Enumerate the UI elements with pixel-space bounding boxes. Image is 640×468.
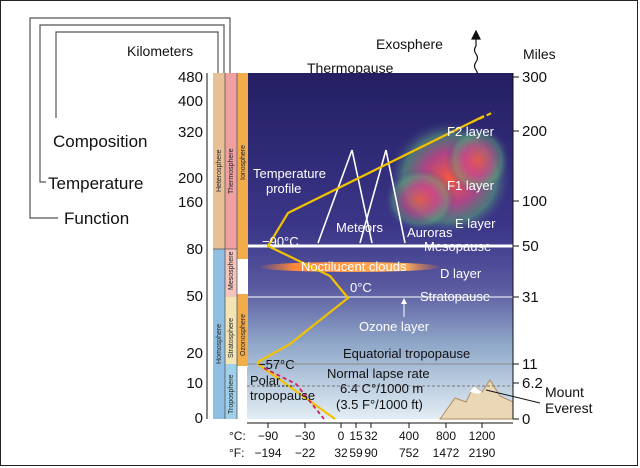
ozone-layer-label: Ozone layer: [359, 319, 430, 334]
zero-c-label: 0°C: [350, 280, 372, 295]
mile-tick: 31: [522, 289, 539, 306]
ionosphere-label: Ionosphere: [240, 145, 247, 180]
legend-composition: Composition: [53, 132, 148, 151]
mile-tick: 0: [522, 411, 530, 428]
stratosphere-band: [225, 297, 237, 364]
fahrenheit-tick: 90: [364, 446, 378, 460]
f2-layer-label: F2 layer: [447, 124, 495, 139]
fahrenheit-tick: 2190: [469, 446, 496, 460]
km-tick: 480: [178, 69, 203, 86]
equatorial-tropopause-label: Equatorial tropopause: [343, 346, 470, 361]
f1-layer-label: F1 layer: [447, 178, 495, 193]
fahrenheit-unit: °F:: [229, 446, 244, 460]
kilometers-label: Kilometers: [127, 43, 193, 59]
celsius-tick: 400: [399, 429, 419, 443]
polar-label-1: Polar: [250, 373, 281, 388]
exosphere-arrow: [471, 29, 481, 79]
km-tick: 0: [195, 410, 203, 427]
celsius-unit: °C:: [229, 429, 246, 443]
homosphere-label: Homosphere: [216, 324, 223, 364]
legend-temperature: Temperature: [48, 174, 143, 193]
temperature-profile-label-2: profile: [266, 181, 301, 196]
mesopause-label: Mesopause: [424, 239, 491, 254]
minus-90-label: −90°C: [262, 234, 299, 249]
thermosphere-label: Thermosphere: [228, 148, 235, 194]
thermopause-label: Thermopause: [307, 60, 394, 76]
meteors-label: Meteors: [336, 220, 383, 235]
celsius-tick: 15: [349, 429, 363, 443]
celsius-tick: 0: [338, 429, 345, 443]
homosphere-band: [213, 249, 225, 419]
troposphere-band: [225, 364, 237, 419]
polar-tropopause-line: [263, 367, 325, 420]
minus-57-label: −57°C: [258, 357, 295, 372]
fahrenheit-tick: 1472: [433, 446, 460, 460]
celsius-tick: −90: [258, 429, 279, 443]
km-tick: 320: [178, 124, 203, 141]
lapse-rate-f-label: (3.5 F°/1000 ft): [336, 397, 423, 412]
mount-label-2: Everest: [545, 400, 593, 416]
fahrenheit-tick: 59: [349, 446, 363, 460]
thermosphere-band: [225, 73, 237, 249]
mount-label-1: Mount: [545, 384, 584, 400]
auroras-label: Auroras: [407, 225, 453, 240]
mile-tick: 300: [522, 69, 547, 86]
celsius-tick: 800: [436, 429, 456, 443]
boundary-lines: [247, 244, 513, 387]
fahrenheit-tick: 752: [399, 446, 419, 460]
mile-tick: 6.2: [522, 375, 543, 392]
stratosphere-label: Stratosphere: [228, 318, 235, 358]
km-tick: 400: [178, 93, 203, 110]
temperature-profile-line: [256, 115, 485, 420]
temperature-scale: °C: °F: −90 −30 0 15 32 400 800 1200 −19…: [229, 422, 513, 460]
d-layer-label: D layer: [440, 266, 482, 281]
fahrenheit-tick: 32: [334, 446, 348, 460]
stratopause-label: Stratopause: [420, 289, 490, 304]
mesosphere-band: [225, 249, 237, 297]
e-layer-label: E layer: [455, 216, 496, 231]
miles-label: Miles: [523, 46, 556, 62]
miles-scale: 300 200 100 50 31 11 6.2 0: [512, 69, 547, 428]
mesosphere-label: Mesosphere: [228, 251, 235, 290]
troposphere-label: Troposphere: [228, 374, 235, 414]
atmosphere-bands: [213, 73, 248, 419]
heterosphere-label: Heterosphere: [216, 149, 223, 192]
mile-tick: 200: [522, 123, 547, 140]
mile-tick: 100: [522, 193, 547, 210]
noctilucent-clouds-label: Noctilucent clouds: [301, 259, 407, 274]
normal-lapse-rate-label: Normal lapse rate: [327, 366, 430, 381]
mile-tick: 11: [522, 356, 538, 373]
legend-function: Function: [64, 209, 129, 228]
km-tick: 160: [178, 194, 203, 211]
legend-brackets: [29, 17, 231, 219]
km-tick: 200: [178, 170, 203, 187]
km-scale: 480 400 320 200 160 80 50 20 10 0: [178, 69, 208, 427]
celsius-tick: −30: [295, 429, 316, 443]
ozonosphere-band: [237, 294, 248, 366]
ozonosphere-label: Ozonosphere: [240, 314, 247, 356]
ionosphere-band: [237, 73, 248, 259]
exosphere-label: Exosphere: [376, 36, 443, 52]
lapse-rate-c-label: 6.4 C°/1000 m: [340, 381, 423, 396]
celsius-tick: 32: [364, 429, 378, 443]
mile-tick: 50: [522, 238, 539, 255]
aurora-glow: [384, 120, 512, 236]
temperature-profile-label-1: Temperature: [253, 166, 326, 181]
polar-label-2: tropopause: [250, 388, 315, 403]
km-tick: 80: [186, 241, 203, 258]
km-tick: 50: [186, 288, 203, 305]
celsius-tick: 1200: [469, 429, 496, 443]
heterosphere-band: [213, 73, 225, 249]
fahrenheit-tick: −22: [295, 446, 316, 460]
fahrenheit-tick: −194: [254, 446, 281, 460]
km-tick: 20: [186, 345, 203, 362]
km-tick: 10: [186, 375, 203, 392]
